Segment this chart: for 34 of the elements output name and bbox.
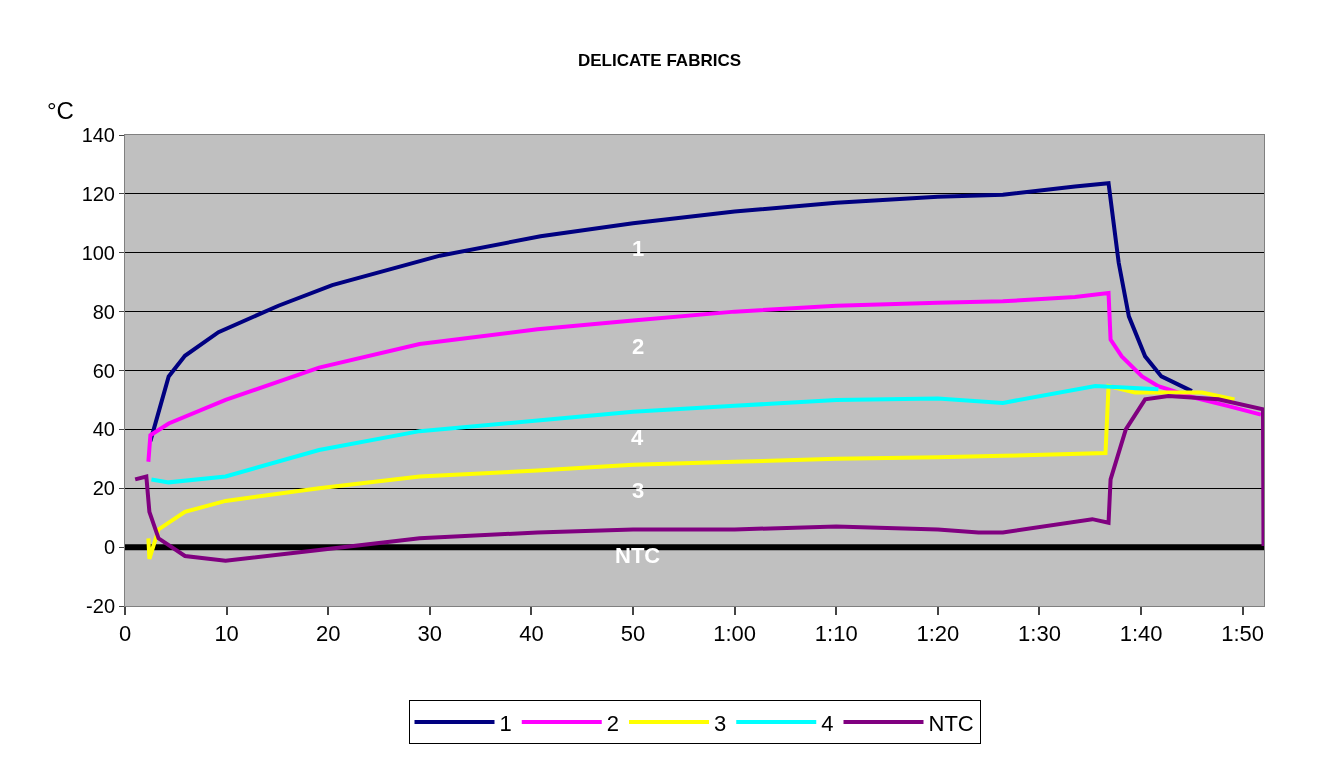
x-tick-label: 50 — [620, 621, 646, 647]
text: 2 — [632, 334, 645, 359]
text: 4 — [631, 425, 644, 450]
x-tick-label: 30 — [417, 621, 443, 647]
y-tick-label: 0 — [103, 536, 115, 559]
x-tick-label: 0 — [118, 621, 132, 647]
line-series — [149, 384, 1161, 485]
x-tick-label: 1:50 — [1221, 621, 1265, 647]
y-tick-label: 140 — [81, 124, 115, 146]
y-tick-label: 80 — [92, 300, 115, 323]
x-tick-label: 20 — [315, 621, 341, 647]
line-series — [146, 291, 1263, 464]
legend-label: 3 — [714, 710, 727, 736]
x-tick-label: 40 — [519, 621, 544, 647]
y-tick-label: 100 — [81, 241, 115, 264]
legend-label: 1 — [499, 710, 512, 736]
legend-label: 2 — [606, 710, 619, 736]
x-tick-label: 10 — [214, 621, 239, 647]
y-tick-label: 40 — [92, 418, 115, 441]
legend-label: 4 — [821, 710, 834, 736]
legend-label: NTC — [928, 710, 974, 736]
x-tick-label: 1:20 — [916, 621, 960, 647]
line-series — [148, 181, 1194, 444]
y-tick-label: 60 — [92, 359, 115, 382]
y-axis-title: °C — [47, 97, 74, 124]
x-tick-label: 1:30 — [1018, 621, 1061, 647]
text: NTC — [615, 543, 661, 568]
x-tick-label: 1:10 — [814, 621, 858, 647]
y-tick-label: 20 — [92, 477, 115, 500]
chart-title: DELICATE FABRICS — [577, 51, 742, 71]
x-tick-label: 1:40 — [1119, 621, 1163, 647]
x-tick-label: 1:00 — [713, 621, 757, 647]
y-tick-label: 120 — [81, 182, 115, 205]
y-tick-label: -20 — [86, 595, 115, 617]
